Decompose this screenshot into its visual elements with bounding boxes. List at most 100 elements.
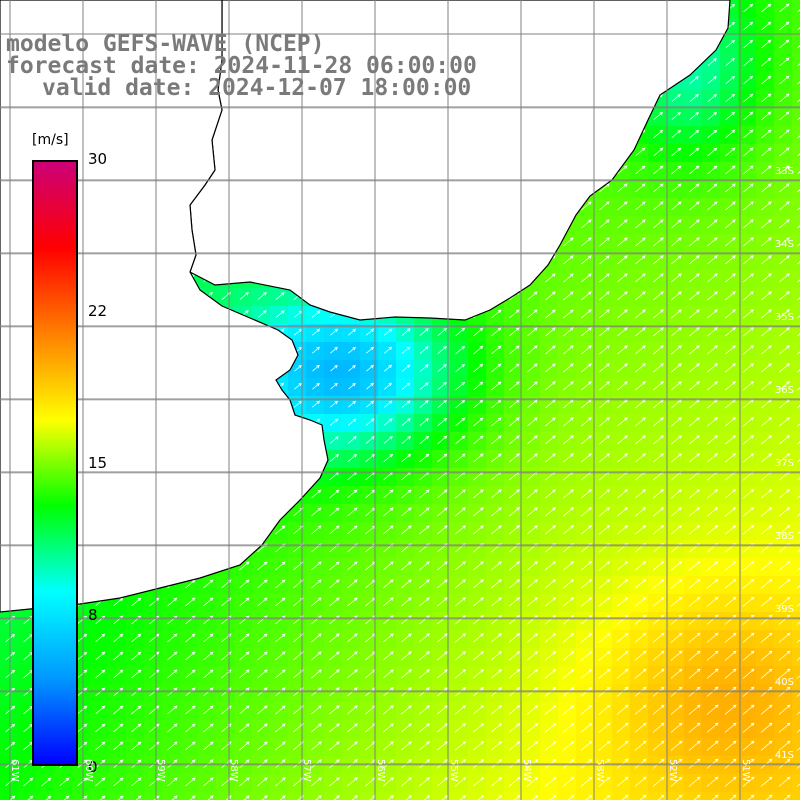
wind-arrow bbox=[472, 579, 484, 589]
wind-arrow bbox=[348, 382, 356, 390]
wind-arrow bbox=[706, 327, 718, 337]
wind-arrow bbox=[797, 117, 800, 121]
wind-arrow bbox=[652, 668, 665, 679]
wind-arrow bbox=[455, 417, 466, 427]
wind-arrow bbox=[365, 418, 375, 426]
wind-arrow bbox=[617, 345, 628, 355]
wind-cell bbox=[792, 468, 800, 487]
wind-arrow bbox=[652, 560, 665, 571]
wind-arrow bbox=[329, 597, 340, 607]
wind-arrow bbox=[95, 777, 106, 787]
wind-arrow bbox=[580, 489, 593, 499]
wind-arrow bbox=[257, 633, 268, 643]
wind-cell bbox=[18, 792, 37, 800]
lat-label: 33S bbox=[774, 166, 794, 177]
wind-arrow bbox=[526, 489, 538, 499]
wind-arrow bbox=[796, 297, 800, 301]
wind-arrow bbox=[688, 435, 701, 445]
wind-arrow bbox=[688, 704, 701, 715]
wind-cell bbox=[288, 792, 307, 800]
wind-arrow bbox=[382, 741, 394, 751]
wind-arrow bbox=[778, 614, 791, 625]
wind-cell bbox=[792, 324, 800, 343]
wind-cell bbox=[108, 792, 127, 800]
wind-arrow bbox=[311, 561, 322, 571]
wind-cell bbox=[504, 792, 523, 800]
wind-arrow bbox=[760, 381, 773, 391]
wind-arrow bbox=[330, 346, 338, 354]
wind-arrow bbox=[526, 668, 539, 679]
wind-arrow bbox=[545, 309, 556, 319]
wind-arrow bbox=[634, 489, 647, 499]
wind-arrow bbox=[203, 669, 214, 679]
wind-arrow bbox=[437, 525, 448, 535]
wind-arrow bbox=[365, 328, 375, 336]
wind-arrow bbox=[545, 345, 556, 355]
wind-arrow bbox=[688, 381, 700, 391]
wind-arrow bbox=[545, 417, 556, 427]
wind-arrow bbox=[400, 669, 412, 679]
wind-arrow bbox=[616, 578, 629, 589]
wind-cell bbox=[162, 792, 181, 800]
wind-arrow bbox=[581, 255, 592, 265]
wind-arrow bbox=[670, 435, 683, 445]
wind-arrow bbox=[652, 776, 665, 787]
wind-arrow bbox=[418, 633, 430, 643]
wind-arrow bbox=[725, 291, 736, 301]
wind-arrow bbox=[77, 651, 88, 661]
wind-arrow bbox=[778, 309, 790, 319]
wind-arrow bbox=[437, 364, 447, 372]
wind-arrow bbox=[347, 597, 358, 607]
wind-arrow bbox=[419, 597, 430, 607]
wind-arrow bbox=[724, 578, 737, 589]
wind-arrow bbox=[472, 776, 485, 787]
wind-arrow bbox=[562, 722, 575, 733]
wind-arrow bbox=[689, 201, 700, 211]
wind-cell bbox=[792, 486, 800, 505]
wind-arrow bbox=[275, 633, 286, 643]
wind-arrow bbox=[77, 723, 88, 733]
wind-arrow bbox=[724, 614, 737, 625]
wind-arrow bbox=[742, 596, 755, 607]
wind-arrow bbox=[598, 632, 611, 643]
wind-arrow bbox=[563, 345, 574, 355]
wind-cell bbox=[792, 162, 800, 181]
wind-arrow bbox=[9, 795, 16, 800]
colorbar bbox=[32, 160, 78, 766]
wind-arrow bbox=[742, 506, 755, 517]
wind-arrow bbox=[347, 418, 357, 426]
wind-arrow bbox=[743, 75, 754, 85]
wind-arrow bbox=[491, 363, 502, 373]
wind-arrow bbox=[689, 111, 699, 121]
wind-arrow bbox=[653, 219, 664, 229]
wind-arrow bbox=[724, 524, 737, 535]
wind-arrow bbox=[760, 417, 773, 427]
wind-arrow bbox=[688, 776, 701, 787]
wind-arrow bbox=[689, 273, 700, 283]
wind-arrow bbox=[617, 165, 628, 175]
wind-arrow bbox=[599, 201, 610, 211]
wind-arrow bbox=[616, 632, 629, 643]
wind-cell bbox=[576, 792, 595, 800]
wind-arrow bbox=[598, 668, 611, 679]
wind-arrow bbox=[778, 435, 791, 445]
wind-arrow bbox=[347, 453, 358, 463]
wind-arrow bbox=[652, 596, 665, 607]
wind-arrow bbox=[671, 111, 681, 121]
wind-arrow bbox=[743, 273, 754, 283]
wind-arrow bbox=[778, 488, 791, 499]
wind-arrow bbox=[455, 453, 466, 463]
wind-arrow bbox=[760, 291, 772, 301]
wind-arrow bbox=[653, 111, 664, 121]
wind-arrow bbox=[796, 765, 800, 769]
model-title: modelo GEFS-WAVE (NCEP) bbox=[6, 31, 325, 57]
wind-arrow bbox=[616, 704, 629, 715]
wind-arrow bbox=[401, 435, 412, 445]
wind-cell bbox=[378, 792, 397, 800]
wind-arrow bbox=[670, 417, 682, 427]
wind-arrow bbox=[598, 525, 611, 535]
wind-arrow bbox=[472, 597, 484, 607]
wind-arrow bbox=[77, 633, 88, 643]
wind-arrow bbox=[797, 207, 800, 211]
wind-arrow bbox=[185, 579, 196, 589]
